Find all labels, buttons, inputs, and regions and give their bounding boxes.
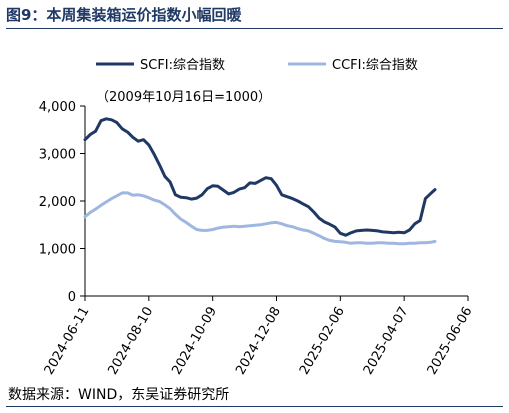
x-tick-label: 2024-10-09 <box>169 305 220 378</box>
y-tick-label: 1,000 <box>39 243 76 258</box>
ccfi-series-line <box>83 191 437 246</box>
x-tick-label: 2024-06-11 <box>42 305 93 378</box>
y-tick-label: 3,000 <box>39 148 76 163</box>
bottom-rule <box>6 406 503 407</box>
chart-series <box>83 117 437 246</box>
figure-title: 图9：本周集装箱运价指数小幅回暖 <box>6 6 242 24</box>
y-tick-label: 0 <box>68 290 76 305</box>
x-tick-label: 2024-12-08 <box>233 305 284 378</box>
chart-axes: 0 1,000 2,000 3,000 4,000 2024-06-11 2024-08-1… <box>39 100 476 377</box>
x-tick-label: 2024-08-10 <box>106 305 157 378</box>
y-tick-label: 2,000 <box>39 195 76 210</box>
x-tick-label: 2025-04-07 <box>361 305 412 378</box>
title-underline <box>6 28 503 29</box>
scfi-legend-label: SCFI:综合指数 <box>140 58 225 73</box>
ccfi-legend-label: CCFI:综合指数 <box>332 58 418 73</box>
base-date-note: （2009年10月16日=1000） <box>96 90 271 105</box>
y-tick-label: 4,000 <box>39 100 76 115</box>
line-chart: 0 1,000 2,000 3,000 4,000 2024-06-11 2024-08-1… <box>39 58 476 377</box>
x-tick-label: 2025-02-06 <box>297 305 348 378</box>
x-tick-label: 2025-06-06 <box>425 305 476 378</box>
data-source: 数据来源：WIND，东吴证券研究所 <box>8 387 230 403</box>
scfi-series-line <box>83 117 437 237</box>
chart-legend: SCFI:综合指数 CCFI:综合指数 <box>96 58 418 73</box>
